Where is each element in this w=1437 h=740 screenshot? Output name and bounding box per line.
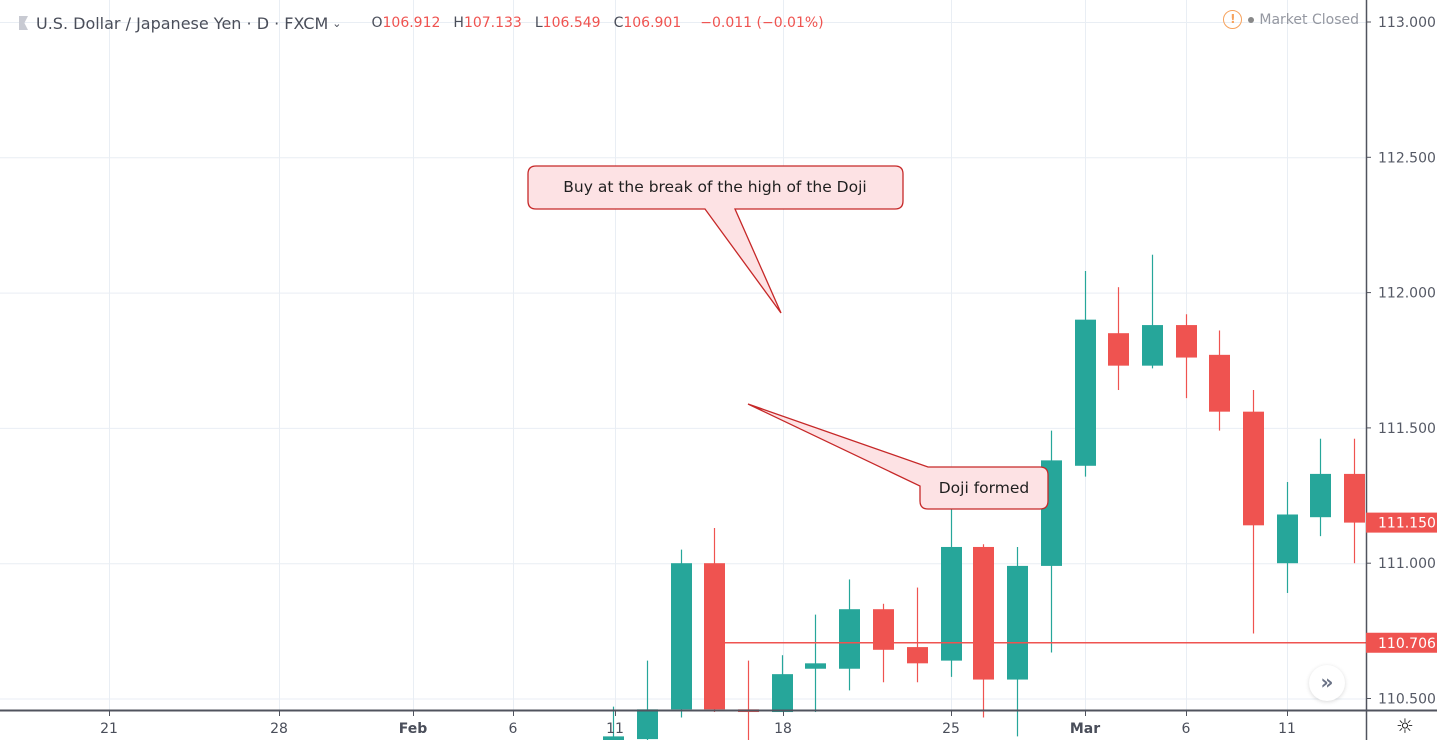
time-tick-label: 11 (1278, 721, 1296, 737)
candles (603, 254, 1365, 740)
candle[interactable] (1007, 546, 1028, 737)
time-tick-label: 11 (606, 721, 624, 737)
candle[interactable] (1344, 438, 1365, 564)
price-marker: 111.150 (1366, 512, 1437, 533)
time-tick-label: 28 (270, 721, 288, 737)
price-tick-label: 110.500 (1378, 692, 1436, 708)
candle[interactable] (637, 660, 658, 740)
candle[interactable] (1277, 482, 1298, 593)
settings-button[interactable]: ☼ (1392, 713, 1418, 739)
candle[interactable] (1243, 390, 1264, 634)
time-tick-label: 6 (509, 721, 518, 737)
svg-text:111.150: 111.150 (1378, 516, 1436, 532)
close-value: C106.901 (613, 15, 682, 31)
candle[interactable] (1142, 254, 1163, 369)
chart-legend: U.S. Dollar / Japanese Yen · D · FXCM ⌄ … (0, 8, 824, 38)
candle[interactable] (1176, 314, 1197, 399)
svg-text:110.706: 110.706 (1378, 636, 1436, 652)
candle[interactable] (704, 528, 725, 713)
price-tick-label: 112.000 (1378, 286, 1436, 302)
symbol-title[interactable]: U.S. Dollar / Japanese Yen · D · FXCM (36, 13, 329, 33)
gear-icon: ☼ (1396, 714, 1414, 738)
price-axis[interactable]: 113.000 112.500 112.000 111.500 111.000 110.5… (1366, 15, 1436, 740)
candle[interactable] (839, 579, 860, 691)
scroll-to-realtime-button[interactable]: » (1309, 665, 1345, 701)
candle[interactable] (805, 614, 826, 713)
candle[interactable] (671, 549, 692, 718)
candle[interactable] (1041, 430, 1062, 653)
candle[interactable] (1310, 438, 1331, 537)
ohlc-values: O106.912 H107.133 L106.549 C106.901 −0.0… (371, 15, 823, 31)
time-tick-label: 21 (100, 721, 118, 737)
price-tick-label: 113.000 (1378, 15, 1436, 31)
candle[interactable] (941, 503, 962, 677)
time-tick-label: Feb (399, 721, 428, 737)
change-value: −0.011 (−0.01%) (700, 15, 824, 31)
callout-top-shape[interactable] (527, 165, 904, 314)
callout-top-text: Buy at the break of the high of the Doji (563, 178, 866, 196)
open-value: O106.912 (371, 15, 441, 31)
warning-icon[interactable]: ! (1223, 10, 1243, 29)
price-tick-label: 111.000 (1378, 556, 1436, 572)
market-status-label: Market Closed (1259, 11, 1359, 28)
candle[interactable] (738, 660, 759, 740)
callout-bottom-shape[interactable] (747, 403, 1049, 510)
double-chevron-right-icon: » (1320, 670, 1334, 694)
time-axis[interactable]: 21 28 Feb 6 11 18 25 Mar 6 11 (100, 711, 1296, 737)
low-value: L106.549 (534, 15, 601, 31)
market-status[interactable]: ! Market Closed (1223, 10, 1359, 29)
candle[interactable] (973, 544, 994, 718)
high-value: H107.133 (453, 15, 522, 31)
status-dot-icon (1248, 16, 1255, 23)
symbol-flag-icon (19, 16, 28, 30)
candle[interactable] (1075, 270, 1096, 477)
time-tick-label: 25 (942, 721, 960, 737)
time-tick-label: 18 (774, 721, 792, 737)
chevron-down-icon[interactable]: ⌄ (332, 16, 342, 30)
candle[interactable] (907, 587, 928, 683)
price-marker: 110.706 (1366, 632, 1437, 653)
candle[interactable] (1209, 330, 1230, 431)
candle[interactable] (772, 655, 793, 713)
time-tick-label: Mar (1070, 721, 1100, 737)
annotations: Buy at the break of the high of the Doji… (527, 165, 1049, 510)
time-tick-label: 6 (1182, 721, 1191, 737)
callout-bottom-text: Doji formed (939, 479, 1029, 497)
candle[interactable] (1108, 287, 1129, 391)
price-tick-label: 112.500 (1378, 150, 1436, 166)
price-tick-label: 111.500 (1378, 421, 1436, 437)
